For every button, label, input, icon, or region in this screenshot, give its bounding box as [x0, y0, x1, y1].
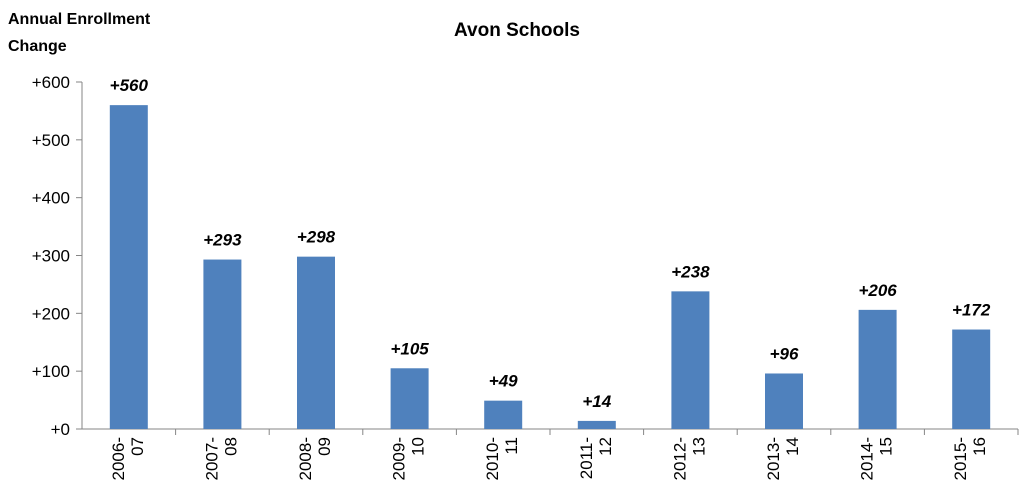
bar: [671, 291, 710, 429]
data-label: +105: [390, 339, 429, 358]
bar: [390, 368, 429, 429]
bar: [952, 329, 991, 429]
y-tick-label: +0: [51, 420, 70, 439]
bar: [765, 373, 803, 429]
bar: [109, 105, 148, 429]
x-tick-label: 2012-13: [670, 437, 708, 480]
x-tick-label: 2013-14: [764, 437, 802, 480]
data-label: +49: [489, 372, 518, 391]
chart-title: Avon Schools: [454, 20, 580, 41]
x-tick-label: 2007-08: [202, 437, 240, 480]
x-tick-label: 2010-11: [483, 437, 521, 480]
data-label: +96: [770, 344, 799, 363]
bar: [484, 400, 523, 429]
data-label: +560: [110, 76, 149, 95]
y-tick-label: +600: [32, 73, 70, 92]
y-tick-label: +100: [32, 362, 70, 381]
x-tick-label: 2008-09: [296, 437, 334, 480]
x-tick-label: 2014-15: [858, 437, 896, 480]
x-tick-label: 2009-10: [390, 437, 428, 480]
bar: [203, 259, 242, 429]
y-tick-label: +500: [32, 131, 70, 150]
data-label: +238: [671, 262, 710, 281]
data-label: +206: [858, 281, 897, 300]
bar: [577, 420, 616, 429]
data-label: +293: [203, 231, 242, 250]
data-label: +172: [952, 301, 991, 320]
bar: [858, 309, 897, 429]
x-tick-label: 2011-12: [577, 437, 615, 479]
bar: [297, 256, 335, 429]
x-tick-label: 2006-07: [109, 437, 147, 480]
y-tick-label: +300: [32, 247, 70, 266]
y-tick-label: +200: [32, 304, 70, 323]
data-label: +14: [582, 392, 611, 411]
y-tick-label: +400: [32, 189, 70, 208]
y-axis-label: Annual Enrollment Change: [8, 11, 151, 55]
x-tick-label: 2015-16: [951, 437, 989, 480]
data-label: +298: [297, 228, 336, 247]
